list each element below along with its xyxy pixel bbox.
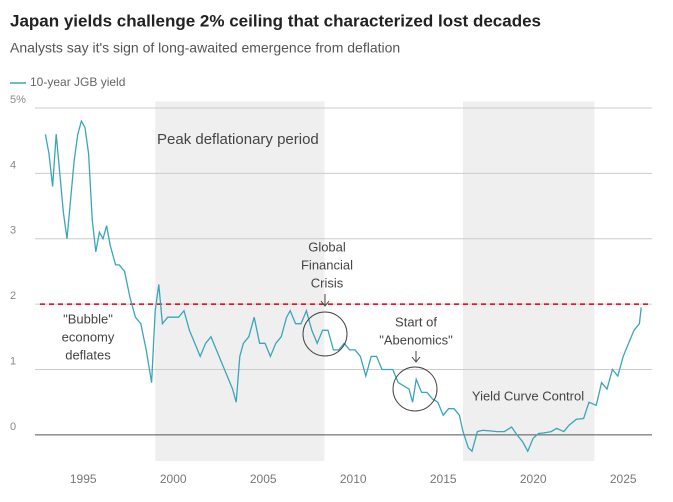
annotation: Global [308,239,346,254]
annotation: Start of [395,314,437,329]
period-label: Yield Curve Control [472,388,584,403]
y-tick-label: 2 [10,290,16,302]
y-tick-label: 4 [10,159,16,171]
y-tick-label: 1 [10,355,16,367]
annotation-circle [302,311,348,357]
x-tick-label: 2005 [250,472,277,486]
chart-title: Japan yields challenge 2% ceiling that c… [10,11,541,30]
chart-subtitle: Analysts say it's sign of long-awaited e… [10,40,400,56]
annotation-arrow [411,356,421,363]
annotation: deflates [65,347,111,362]
annotation-arrow [320,300,330,307]
annotation: "Bubble" [63,311,113,326]
period-label: Peak deflationary period [157,131,319,148]
x-tick-label: 2000 [160,472,187,486]
x-tick-label: 2025 [610,472,637,486]
annotation-circle [392,366,438,412]
y-tick-label: 0 [10,421,16,433]
x-tick-label: 2010 [340,472,367,486]
annotation: Crisis [311,275,344,290]
annotation: Financial [301,257,353,272]
shaded-period [463,101,595,461]
shaded-period [155,101,325,461]
annotation: economy [62,329,115,344]
x-tick-label: 2015 [430,472,457,486]
legend-label: 10-year JGB yield [30,75,125,89]
y-tick-label: 5% [10,94,26,106]
x-tick-label: 1995 [70,472,97,486]
series-line [44,119,642,453]
annotation: "Abenomics" [379,332,453,347]
y-tick-label: 3 [10,225,16,237]
x-tick-label: 2020 [520,472,547,486]
